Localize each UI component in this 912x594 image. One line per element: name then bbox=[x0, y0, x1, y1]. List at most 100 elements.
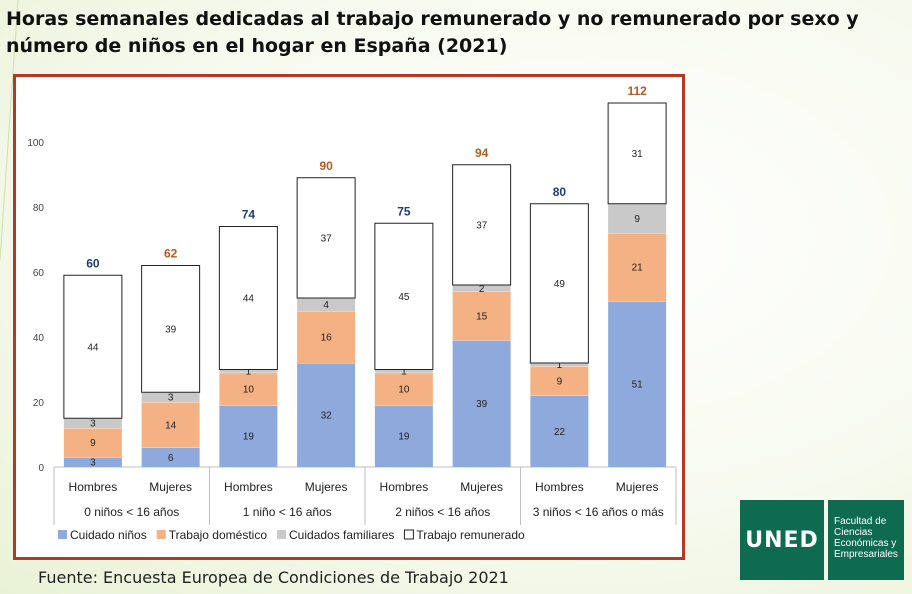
x-category-label: Mujeres bbox=[305, 480, 348, 494]
data-label: 44 bbox=[87, 342, 99, 353]
data-label: 39 bbox=[476, 399, 488, 410]
bar-segment bbox=[374, 405, 433, 467]
total-label: 94 bbox=[475, 146, 489, 160]
bar-segment bbox=[452, 285, 511, 292]
data-label: 10 bbox=[398, 385, 410, 396]
bar-segment bbox=[63, 428, 122, 458]
y-tick-label: 60 bbox=[33, 268, 45, 279]
bar-segment bbox=[219, 369, 278, 373]
legend-label: Trabajo doméstico bbox=[169, 528, 268, 542]
x-category-label: Hombres bbox=[224, 480, 273, 494]
bar-segment bbox=[608, 233, 667, 302]
faculty-label: Facultad de Ciencias Económicas y Empres… bbox=[828, 500, 904, 580]
bar-segment bbox=[141, 392, 200, 402]
y-tick-label: 80 bbox=[33, 203, 45, 214]
bar-segment bbox=[608, 203, 667, 233]
total-label: 80 bbox=[553, 185, 567, 199]
legend-swatch bbox=[403, 529, 414, 540]
x-category-label: Hombres bbox=[535, 480, 584, 494]
data-label: 3 bbox=[90, 419, 96, 430]
bar-segment bbox=[296, 177, 356, 299]
data-label: 37 bbox=[321, 233, 333, 244]
data-label: 31 bbox=[632, 149, 644, 160]
data-label: 3 bbox=[168, 393, 174, 404]
data-label: 39 bbox=[165, 324, 177, 335]
stacked-bar-chart: 0204060801003934460Hombres61433962Mujere… bbox=[27, 84, 677, 542]
data-label: 9 bbox=[90, 438, 96, 449]
data-label: 14 bbox=[165, 420, 177, 431]
data-label: 49 bbox=[554, 279, 566, 290]
data-label: 3 bbox=[90, 458, 96, 469]
data-label: 9 bbox=[557, 376, 563, 387]
data-label: 45 bbox=[398, 292, 410, 303]
bar-segment bbox=[297, 311, 356, 363]
legend-label: Cuidado niños bbox=[70, 528, 147, 542]
x-category-label: Mujeres bbox=[616, 480, 659, 494]
bar-segment bbox=[218, 226, 278, 370]
total-label: 62 bbox=[164, 247, 178, 261]
data-label: 32 bbox=[321, 411, 333, 422]
total-label: 90 bbox=[319, 159, 333, 173]
bar-segment bbox=[297, 363, 356, 467]
bar-segment bbox=[141, 265, 201, 393]
x-category-label: Mujeres bbox=[460, 480, 503, 494]
bar-segment bbox=[530, 363, 589, 367]
data-label: 15 bbox=[476, 311, 488, 322]
total-label: 112 bbox=[627, 84, 647, 98]
bar-segment bbox=[452, 340, 511, 467]
data-label: 6 bbox=[168, 453, 174, 464]
data-label: 19 bbox=[243, 432, 255, 443]
data-label: 1 bbox=[401, 367, 407, 378]
bar-segment bbox=[141, 402, 200, 448]
x-group-label: 2 niños < 16 años bbox=[395, 505, 490, 519]
legend-label: Cuidados familiares bbox=[289, 528, 394, 542]
bar-segment bbox=[374, 372, 433, 406]
legend-swatch bbox=[58, 530, 67, 539]
x-group-label: 3 niños < 16 años o más bbox=[533, 505, 664, 519]
total-label: 75 bbox=[397, 204, 411, 218]
bar-segment bbox=[219, 405, 278, 467]
x-category-label: Hombres bbox=[380, 480, 429, 494]
uned-logo: UNED Facultad de Ciencias Económicas y E… bbox=[740, 500, 904, 580]
data-label: 16 bbox=[321, 333, 333, 344]
legend-swatch bbox=[156, 530, 166, 539]
legend-swatch bbox=[277, 530, 287, 539]
bar-segment bbox=[63, 457, 122, 467]
legend-label: Trabajo remunerado bbox=[416, 528, 525, 542]
uned-logo-mark: UNED bbox=[740, 500, 824, 580]
data-label: 2 bbox=[479, 284, 485, 295]
x-group-label: 1 niño < 16 años bbox=[243, 505, 332, 519]
y-tick-label: 0 bbox=[38, 463, 44, 474]
data-label: 21 bbox=[632, 263, 644, 274]
data-label: 22 bbox=[554, 427, 566, 438]
bar-segment bbox=[374, 369, 433, 373]
data-label: 37 bbox=[476, 220, 488, 231]
bar-segment bbox=[452, 164, 512, 286]
y-tick-label: 40 bbox=[33, 333, 45, 344]
bar-segment bbox=[529, 203, 589, 364]
bar-segment bbox=[530, 395, 589, 467]
x-group-label: 0 niños < 16 años bbox=[84, 505, 179, 519]
x-category-label: Mujeres bbox=[149, 480, 192, 494]
data-label: 1 bbox=[557, 360, 563, 371]
y-tick-label: 20 bbox=[33, 398, 45, 409]
data-label: 1 bbox=[246, 367, 252, 378]
bar-segment bbox=[608, 301, 667, 467]
bar-segment bbox=[374, 222, 434, 370]
data-label: 10 bbox=[243, 385, 255, 396]
bar-segment bbox=[141, 447, 200, 467]
total-label: 74 bbox=[242, 208, 256, 222]
data-label: 4 bbox=[323, 300, 329, 311]
bar-segment bbox=[607, 102, 667, 205]
data-label: 44 bbox=[243, 294, 255, 305]
source-note: Fuente: Encuesta Europea de Condiciones … bbox=[38, 568, 509, 587]
bar-segment bbox=[452, 291, 511, 341]
y-tick-label: 100 bbox=[27, 138, 44, 149]
x-category-label: Hombres bbox=[69, 480, 118, 494]
bar-segment bbox=[63, 418, 122, 428]
total-label: 60 bbox=[86, 256, 100, 270]
bar-segment bbox=[63, 274, 123, 419]
data-label: 9 bbox=[634, 214, 640, 225]
chart-frame: 0 20 40 60 80 100 3 9 3 44 60 Hombres 6 14 3 39 62 Mujere… bbox=[13, 74, 685, 560]
bar-segment bbox=[530, 366, 589, 396]
